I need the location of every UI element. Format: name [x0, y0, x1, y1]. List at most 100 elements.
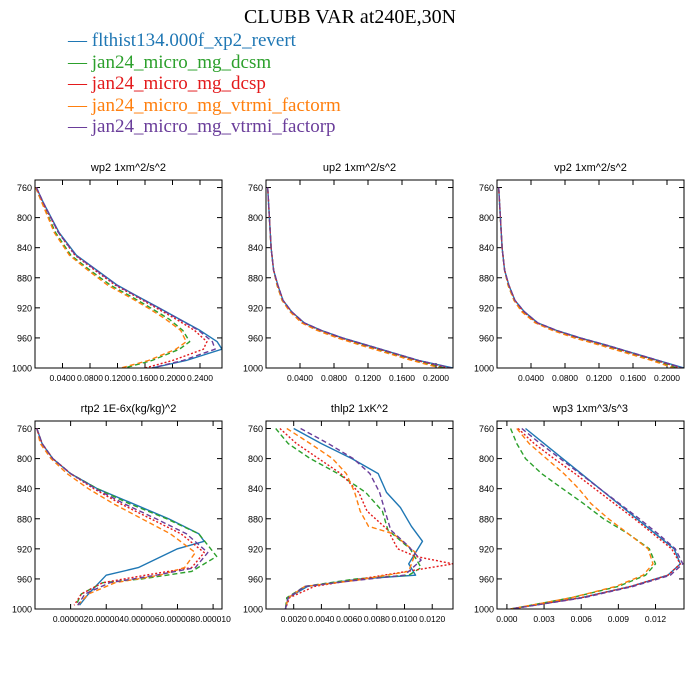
y-tick-label: 760: [479, 183, 494, 193]
y-tick-label: 760: [17, 183, 32, 193]
y-tick-label: 960: [479, 333, 494, 343]
y-tick-label: 1000: [474, 605, 494, 615]
x-tick-label: 0.2000: [160, 373, 186, 383]
y-tick-label: 760: [479, 424, 494, 434]
y-tick-label: 760: [248, 183, 263, 193]
panel-title: wp3 1xm^3/s^3: [552, 403, 628, 415]
plot-frame: [34, 179, 223, 369]
y-tick-label: 880: [17, 273, 32, 283]
y-tick-label: 800: [17, 454, 32, 464]
y-tick-label: 1000: [12, 364, 32, 374]
series-line-4: [36, 428, 197, 606]
series-line-5: [36, 428, 209, 606]
x-tick-label: 0.0080: [364, 614, 390, 624]
chart-panel-2: up2 1xm^2/s^2 760 800 840 880 920 960 1000 0.040…: [243, 162, 454, 383]
x-tick-label: 0.012: [645, 614, 667, 624]
legend-item-5: — jan24_micro_mg_vtrmi_factorp: [68, 116, 336, 137]
y-tick-label: 840: [17, 484, 32, 494]
legend-item-2: — jan24_micro_mg_dcsm: [68, 51, 272, 73]
series-line-1: [510, 427, 681, 609]
y-tick-label: 800: [248, 213, 263, 223]
figure-title: CLUBB VAR at240E,30N: [243, 6, 457, 28]
y-tick-label: 880: [479, 514, 494, 524]
x-tick-label: 0.0120: [419, 614, 445, 624]
x-tick-label: 0.1600: [620, 373, 646, 383]
series-line-4: [35, 187, 187, 368]
y-tick-label: 840: [17, 243, 32, 253]
x-tick-label: 0.2000: [423, 373, 449, 383]
x-tick-label: 0.000008: [160, 614, 196, 624]
series-line-3: [267, 187, 449, 368]
chart-panel-3: vp2 1xm^2/s^2 760 800 840 880 920 960 1000 0.040…: [474, 162, 685, 383]
y-tick-label: 960: [248, 574, 263, 584]
y-tick-label: 1000: [12, 605, 32, 615]
x-tick-label: 0.0020: [281, 614, 307, 624]
x-tick-label: 0.000004: [89, 614, 125, 624]
series-line-5: [35, 187, 216, 368]
legend-label-4: jan24_micro_mg_vtrmi_factorm: [91, 94, 341, 116]
y-tick-label: 960: [17, 333, 32, 343]
plot-frame: [265, 420, 454, 610]
x-tick-label: 0.009: [608, 614, 630, 624]
x-tick-label: 0.000010: [195, 614, 231, 624]
series-line-2: [275, 428, 422, 609]
y-tick-label: 920: [248, 303, 263, 313]
y-tick-label: 840: [248, 243, 263, 253]
y-tick-label: 920: [479, 303, 494, 313]
y-tick-label: 1000: [474, 364, 494, 374]
series-line-2: [35, 187, 191, 368]
y-tick-label: 880: [479, 273, 494, 283]
y-tick-label: 800: [479, 213, 494, 223]
y-tick-label: 880: [248, 273, 263, 283]
series-line-4: [510, 428, 654, 609]
y-tick-label: 1000: [243, 605, 263, 615]
chart-panel-6: wp3 1xm^3/s^3 760 800 840 880 920 960 10000.000…: [474, 403, 685, 624]
plot-frame: [496, 420, 685, 610]
y-tick-label: 920: [17, 303, 32, 313]
x-tick-label: 0.1200: [355, 373, 381, 383]
y-tick-label: 960: [248, 333, 263, 343]
series-line-2: [267, 187, 445, 368]
series-line-1: [267, 187, 453, 368]
x-tick-label: 0.0040: [308, 614, 334, 624]
series-line-3: [35, 187, 208, 368]
x-tick-label: 0.1200: [586, 373, 612, 383]
x-tick-label: 0.2400: [187, 373, 213, 383]
legend-label-5: jan24_micro_mg_vtrmi_factorp: [91, 116, 336, 137]
x-tick-label: 0.000006: [124, 614, 160, 624]
x-tick-label: 0.0100: [392, 614, 418, 624]
legend-item-4: — jan24_micro_mg_vtrmi_factorm: [68, 94, 341, 116]
panel-title: rtp2 1E-6x(kg/kg)^2: [81, 403, 177, 415]
legend: — flthist134.000f_xp2_revert — jan24_mic…: [68, 30, 341, 138]
legend-label-1: flthist134.000f_xp2_revert: [91, 30, 296, 51]
legend-label-2: jan24_micro_mg_dcsm: [91, 51, 272, 73]
x-tick-label: 0.003: [533, 614, 555, 624]
y-tick-label: 880: [17, 514, 32, 524]
y-tick-label: 960: [479, 574, 494, 584]
series-line-4: [498, 187, 675, 368]
panel-title: up2 1xm^2/s^2: [323, 162, 396, 174]
y-tick-label: 960: [17, 574, 32, 584]
y-tick-label: 880: [248, 514, 263, 524]
x-tick-label: 0.000002: [53, 614, 89, 624]
series-line-1: [36, 428, 205, 606]
x-tick-label: 0.1600: [389, 373, 415, 383]
plot-frame: [34, 420, 223, 610]
x-tick-label: 0.0400: [518, 373, 544, 383]
legend-item-1: — flthist134.000f_xp2_revert: [68, 30, 296, 51]
y-tick-label: 800: [248, 454, 263, 464]
y-tick-label: 920: [17, 544, 32, 554]
y-tick-label: 920: [479, 544, 494, 554]
series-line-5: [510, 427, 684, 609]
x-tick-label: 0.2000: [654, 373, 680, 383]
chart-panel-4: rtp2 1E-6x(kg/kg)^2 760 800 840 880 920 960 100…: [12, 403, 231, 624]
x-tick-label: 0.000: [496, 614, 518, 624]
plot-frame: [265, 179, 454, 369]
y-tick-label: 760: [248, 424, 263, 434]
y-tick-label: 920: [248, 544, 263, 554]
y-tick-label: 840: [479, 243, 494, 253]
series-line-1: [35, 187, 222, 368]
y-tick-label: 760: [17, 424, 32, 434]
